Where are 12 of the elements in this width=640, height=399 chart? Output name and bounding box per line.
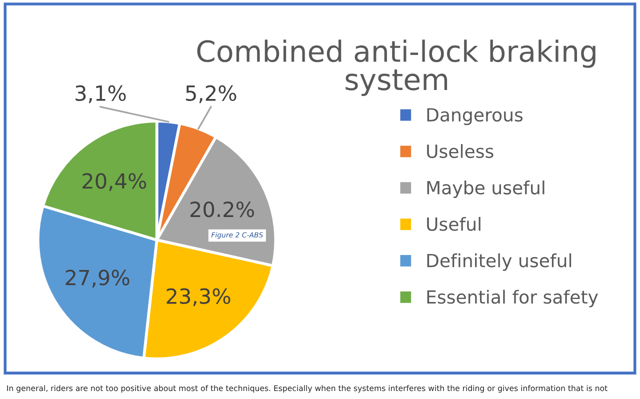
data-label: 27,9%	[66, 270, 130, 288]
legend-label: Dangerous	[427, 108, 523, 126]
data-label: 20.2%	[190, 201, 254, 218]
data-label: 20,4%	[82, 173, 146, 191]
legend-label: Useful	[427, 216, 480, 231]
data-label: 3,1%	[76, 85, 126, 104]
legend-label: Maybe useful	[427, 180, 544, 198]
legend-label: Definitely useful	[427, 253, 572, 271]
data-label: 23,3%	[166, 288, 230, 306]
legend-label: Useless	[427, 144, 494, 158]
data-label: 5,2%	[186, 85, 236, 104]
legend-label: Essential for safety	[427, 290, 598, 308]
